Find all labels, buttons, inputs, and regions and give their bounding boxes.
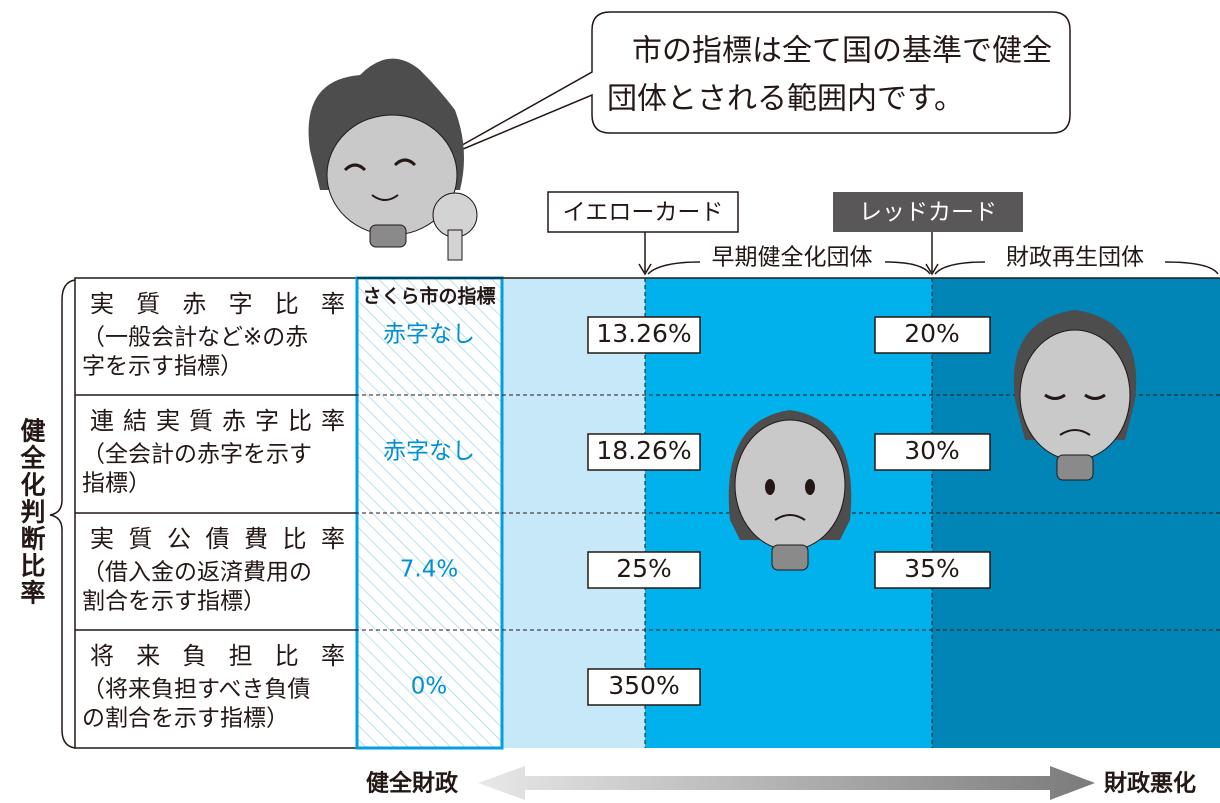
axis-left: 健全財政: [366, 770, 459, 797]
city-value: 赤字なし: [383, 439, 475, 465]
row-desc: （将来負担すべき負債: [82, 677, 310, 703]
red-threshold: 20%: [904, 319, 960, 348]
character-happy: [309, 59, 477, 260]
direction-arrow: [478, 766, 1095, 800]
row-desc: 割合を示す指標）: [82, 589, 266, 615]
zone-label: 財政再生団体: [1006, 245, 1144, 271]
red-threshold: 30%: [904, 436, 960, 465]
speech-line: 団体とされる範囲内です。: [607, 82, 964, 117]
yellow-threshold: 13.26%: [596, 319, 691, 348]
city-value: 赤字なし: [383, 322, 475, 348]
yellow-threshold: 25%: [616, 554, 672, 583]
row-desc: 字を示す指標）: [82, 354, 243, 380]
red-threshold: 35%: [904, 554, 960, 583]
row-desc: （借入金の返済費用の: [82, 560, 312, 586]
city-header: さくら市の指標: [362, 285, 495, 308]
yellow-threshold: 350%: [608, 671, 679, 700]
yellow-threshold: 18.26%: [596, 436, 691, 465]
brace: [50, 280, 75, 748]
city-value: 0%: [411, 674, 448, 700]
row-desc: 指標）: [82, 471, 151, 497]
row-desc: （全会計の赤字を示す: [82, 442, 312, 468]
city-value: 7.4%: [400, 557, 458, 583]
axis-right: 財政悪化: [1104, 770, 1196, 797]
red-card-label: レッドカード: [859, 200, 997, 226]
row-desc: の割合を示す指標）: [82, 706, 289, 732]
zone-label: 早期健全化団体: [712, 245, 873, 271]
side-label: 健全化判断比率: [17, 417, 47, 607]
diagram: 健全化判断比率 市の指標は全て国の基準で健全 団体とされる範囲内です。 イエロー…: [0, 0, 1220, 803]
row-desc: （一般会計など※の赤: [82, 325, 308, 351]
speech-line: 市の指標は全て国の基準で健全: [632, 34, 1052, 69]
yellow-card-label: イエローカード: [563, 200, 724, 226]
